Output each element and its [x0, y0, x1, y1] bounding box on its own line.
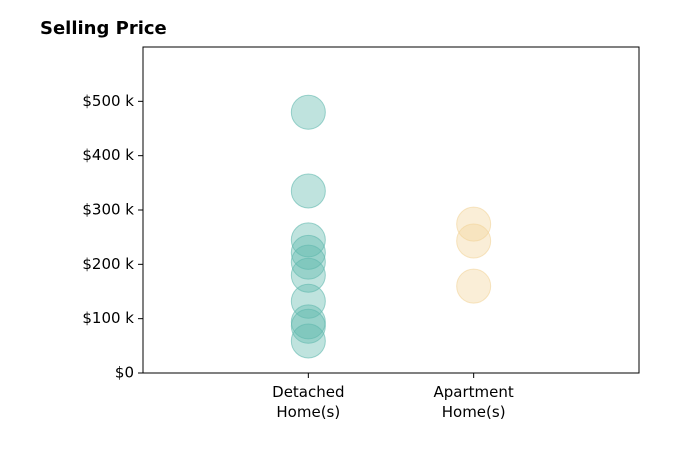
point [290, 283, 326, 319]
x-tick-label: Detached Home(s) [272, 383, 345, 421]
y-tick-label: $0 [115, 364, 134, 382]
chart-title: Selling Price [40, 18, 167, 39]
point [290, 222, 326, 258]
point [456, 268, 492, 304]
y-tick-label: $400 k [82, 146, 134, 164]
point [290, 308, 326, 344]
y-tick-label: $100 k [82, 309, 134, 327]
point [456, 223, 492, 259]
point [290, 94, 326, 130]
y-tick-label: $500 k [82, 92, 134, 110]
y-tick-label: $300 k [82, 201, 134, 219]
x-tick-label: Apartment Home(s) [433, 383, 514, 421]
point [290, 323, 326, 359]
point [290, 257, 326, 293]
point [290, 244, 326, 280]
point [290, 304, 326, 340]
plot-frame [142, 46, 640, 374]
y-tick-label: $200 k [82, 255, 134, 273]
point [290, 173, 326, 209]
